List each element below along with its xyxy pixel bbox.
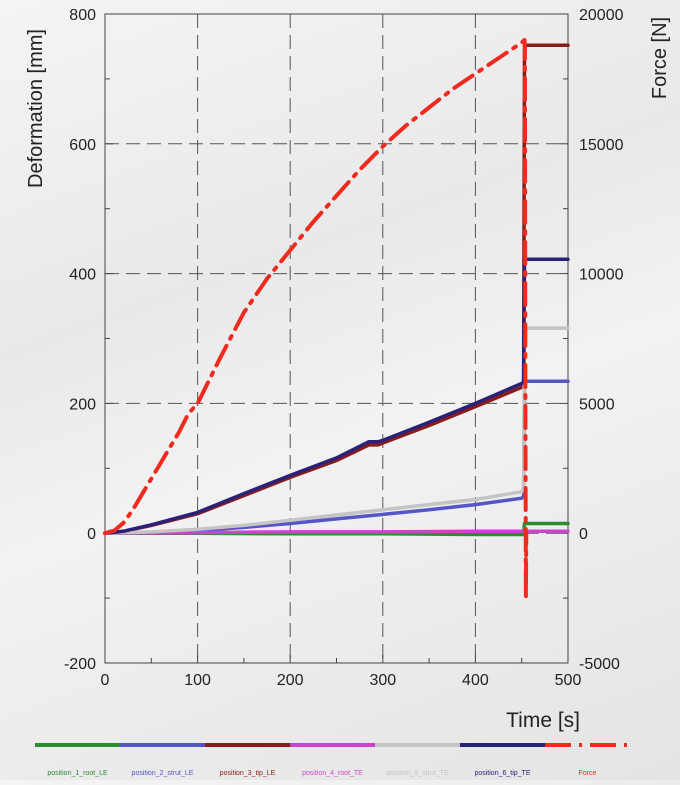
legend-label-position-4-root-te: position_4_root_TE (302, 770, 363, 777)
legend-label-force: Force (579, 770, 597, 777)
x-tick-label: 0 (101, 672, 110, 689)
x-tick-label: 400 (462, 672, 489, 689)
x-tick-label: 200 (277, 672, 304, 689)
x-tick-label: 500 (555, 672, 582, 689)
y-right-tick-label: 20000 (579, 7, 624, 24)
y-right-tick-label: 10000 (579, 267, 624, 284)
legend-label-position-6-tip-te: position_6_tip_TE (474, 770, 530, 777)
y-left-tick-label: -200 (64, 656, 96, 673)
legend-label-position-1-root-le: position_1_root_LE (47, 770, 108, 777)
legend: position_1_root_LE position_2_strut_LE pos… (35, 743, 630, 777)
y-left-tick-label: 200 (69, 396, 96, 413)
y-left-tick-label: 800 (69, 7, 96, 24)
series-line-position-3-tip-le (103, 43, 570, 535)
y-left-tick-label: 0 (87, 526, 96, 543)
legend-label-position-3-tip-le: position_3_tip_LE (220, 770, 276, 777)
series-line-position-6-tip-te (103, 257, 570, 535)
tick-labels: 0 100 200 300 400 500 -200 0 200 400 600 800 -5000 0 5… (64, 7, 624, 689)
x-tick-label: 100 (184, 672, 211, 689)
y-left-tick-label: 400 (69, 267, 96, 284)
y-axis-right-label: Force [N] (649, 17, 671, 99)
x-axis-label: Time [s] (506, 709, 580, 732)
y-axis-left-label: Deformation [mm] (25, 29, 47, 188)
plot-frame (104, 13, 569, 664)
series-layer (103, 38, 570, 601)
x-tick-label: 300 (369, 672, 396, 689)
legend-label-position-2-strut-le: position_2_strut_LE (132, 770, 194, 777)
legend-label-position-5-strut-te: position_5_strut_TE (386, 770, 449, 777)
series-line-position-5-strut-te (103, 326, 570, 535)
y-right-tick-label: 0 (579, 526, 588, 543)
gridlines (104, 13, 569, 664)
y-left-tick-label: 600 (69, 137, 96, 154)
y-right-tick-label: 15000 (579, 137, 624, 154)
y-right-tick-label: -5000 (579, 656, 620, 673)
y-right-tick-label: 5000 (579, 396, 615, 413)
series-line-force (103, 38, 529, 601)
